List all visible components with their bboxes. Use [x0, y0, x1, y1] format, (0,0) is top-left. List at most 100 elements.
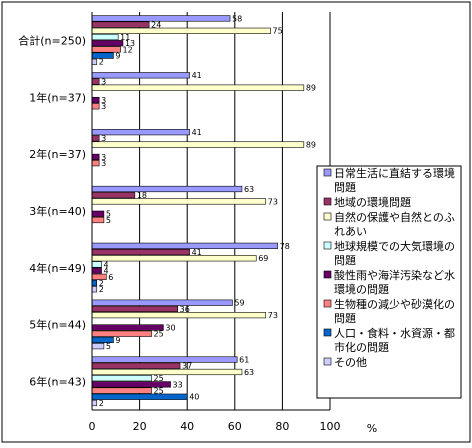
- data-label: 2: [99, 285, 104, 294]
- data-label: 3: [101, 159, 106, 168]
- data-label: 9: [115, 52, 120, 61]
- category-label: 6年(n=43): [29, 375, 86, 389]
- legend-entry: 人口・食料・水資源・都市化の問題: [334, 326, 455, 354]
- bar: [91, 160, 100, 167]
- bar: [91, 305, 178, 313]
- data-label: 25: [154, 330, 164, 339]
- data-label: 3: [101, 153, 106, 162]
- data-label: 40: [189, 393, 199, 402]
- data-label: 2: [99, 399, 104, 408]
- bar: [91, 21, 150, 28]
- bar: [91, 375, 152, 382]
- legend-entry: 日常生活に直結する環境問題: [334, 166, 455, 194]
- data-label: 25: [154, 374, 164, 383]
- bar: [91, 153, 100, 161]
- category-label: 5年(n=44): [29, 318, 86, 332]
- x-tick-labels: 0 20 40 60 80 100: [89, 420, 341, 433]
- data-label: 78: [280, 242, 290, 251]
- bar: [91, 299, 233, 306]
- legend-swatch: [323, 197, 332, 206]
- bar: [91, 242, 278, 249]
- bar: [91, 267, 102, 274]
- bar: [91, 192, 136, 199]
- bar: [91, 198, 267, 205]
- data-label: 3: [101, 102, 106, 111]
- data-label: 41: [192, 248, 202, 257]
- bar: [91, 40, 124, 47]
- bar: [91, 129, 190, 136]
- legend-swatch: [323, 328, 332, 337]
- data-label: 61: [239, 355, 249, 364]
- legend-entry: 地球規模での大気環境の問題: [334, 239, 455, 267]
- x-tick-label: 80: [275, 420, 289, 433]
- data-label: 6: [108, 273, 113, 282]
- bar: [91, 103, 100, 110]
- data-label: 75: [273, 27, 283, 36]
- data-label: 37: [182, 362, 192, 371]
- bar: [91, 210, 105, 217]
- bar: [91, 78, 100, 85]
- legend-swatch: [323, 241, 332, 250]
- bar: [91, 58, 98, 65]
- data-label: 89: [306, 140, 316, 149]
- bar: [91, 356, 238, 363]
- bar: [91, 261, 102, 268]
- data-label: 5: [106, 210, 111, 219]
- legend-entry: その他: [334, 356, 367, 369]
- legend-entry: 自然の保護や自然とのふれあい: [334, 210, 455, 238]
- legend-swatch: [323, 270, 332, 279]
- bars: [91, 15, 305, 407]
- data-label: 2: [99, 58, 104, 67]
- plot-area: [92, 12, 330, 410]
- data-label: 30: [165, 323, 175, 332]
- data-label: 9: [115, 336, 120, 345]
- category-label: 2年(n=37): [29, 147, 86, 161]
- data-label: 3: [101, 77, 106, 86]
- category-label: 4年(n=49): [29, 261, 86, 275]
- legend-swatch: [323, 212, 332, 221]
- data-label: 2: [99, 279, 104, 288]
- x-tick-label: 60: [228, 420, 242, 433]
- bar: [91, 387, 152, 394]
- data-label: 3: [101, 134, 106, 143]
- legend-entry: 酸性雨や海洋汚染など水環境の問題: [334, 268, 455, 296]
- data-label: 41: [192, 128, 202, 137]
- category-label: 3年(n=40): [29, 204, 86, 218]
- bar: [91, 343, 105, 350]
- x-tick-label: 20: [133, 420, 147, 433]
- data-label: 69: [258, 254, 268, 263]
- bar: [91, 248, 190, 256]
- data-label: 73: [268, 197, 278, 206]
- bar: [91, 399, 98, 407]
- data-label: 63: [244, 185, 254, 194]
- data-label: 4: [104, 267, 109, 276]
- bar: [91, 135, 100, 142]
- data-label: 89: [306, 84, 316, 93]
- category-label: 合計(n=250): [18, 33, 86, 47]
- bar: [91, 33, 119, 41]
- bar: [91, 368, 243, 376]
- bar: [91, 393, 188, 400]
- legend: 日常生活に直結する環境問題地域の環境問題自然の保護や自然とのふれあい地球規模での…: [316, 165, 462, 399]
- bar: [91, 72, 190, 79]
- bar: [91, 185, 243, 193]
- category-labels: 合計(n=250) 1年(n=37) 2年(n=37) 3年(n=40) 4年(n=49…: [18, 33, 86, 388]
- bar: [91, 286, 98, 293]
- x-tick-label: 0: [89, 420, 96, 433]
- data-label: 59: [234, 299, 244, 308]
- value-labels: 5824751113129241389334138933631873557841…: [99, 14, 316, 408]
- data-label: 5: [106, 216, 111, 225]
- legend-swatch: [323, 168, 332, 177]
- data-label: 3: [101, 96, 106, 105]
- legend-swatch: [323, 357, 332, 366]
- data-label: 12: [123, 45, 133, 54]
- data-label: 63: [244, 368, 254, 377]
- data-label: 13: [125, 39, 135, 48]
- data-label: 73: [268, 311, 278, 320]
- bar: [91, 330, 152, 337]
- data-label: 11: [120, 33, 130, 42]
- bar: [91, 279, 98, 287]
- data-label: 36: [180, 305, 190, 314]
